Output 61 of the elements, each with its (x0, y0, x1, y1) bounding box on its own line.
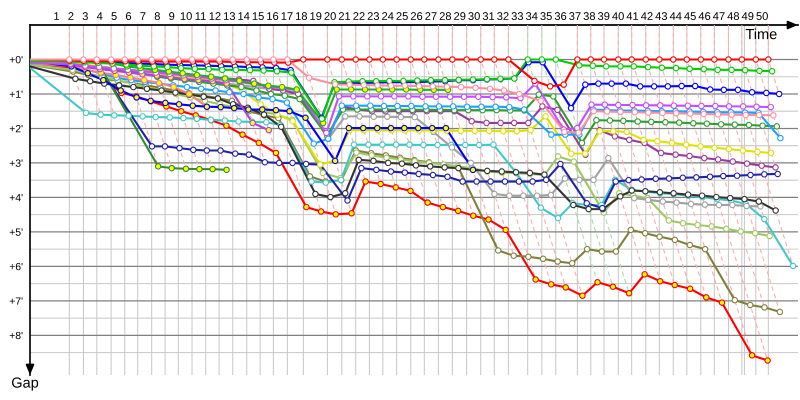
x-tick-label: 13 (224, 12, 235, 20)
y-tick-label: +1' (10, 90, 23, 98)
x-tick-label: 9 (169, 12, 174, 20)
x-tick-label: 17 (282, 12, 293, 20)
x-tick-label: 8 (154, 12, 160, 20)
y-tick-label: +4' (10, 194, 23, 202)
y-tick-label: +6' (10, 262, 23, 270)
x-tick-label: 38 (584, 12, 596, 20)
x-tick-label: 37 (569, 12, 581, 20)
x-tick-label: 45 (684, 12, 696, 20)
x-tick-label: 44 (670, 12, 682, 20)
y-tick-label: +5' (10, 228, 23, 236)
x-tick-label: 23 (368, 12, 380, 20)
x-tick-label: 41 (626, 12, 638, 20)
x-tick-label: 21 (338, 12, 350, 20)
x-tick-label: 4 (96, 12, 102, 20)
x-tick-label: 39 (598, 12, 610, 20)
x-tick-label: 24 (382, 12, 394, 20)
y-axis-title: Gap (12, 377, 38, 391)
x-tick-label: 5 (111, 12, 117, 20)
x-tick-label: 43 (655, 12, 668, 20)
x-tick-label: 20 (324, 12, 336, 20)
x-tick-label: 25 (396, 12, 408, 20)
x-tick-label: 18 (296, 12, 308, 20)
x-tick-label: 49 (742, 12, 754, 20)
y-tick-label: +3' (10, 159, 23, 167)
x-tick-label: 12 (210, 12, 221, 20)
x-tick-label: 50 (756, 12, 768, 20)
y-tick-label: +7' (10, 297, 23, 305)
x-tick-label: 14 (238, 12, 250, 20)
x-tick-label: 16 (267, 12, 278, 20)
x-tick-label: 30 (468, 12, 480, 20)
x-tick-label: 19 (310, 12, 322, 20)
x-tick-label: 1 (54, 12, 60, 20)
x-tick-label: 6 (126, 12, 132, 20)
y-tick-label: +0' (10, 56, 23, 64)
x-tick-label: 32 (497, 12, 509, 20)
x-tick-label: 26 (410, 12, 422, 20)
x-tick-label: 15 (252, 12, 264, 20)
x-tick-label: 28 (440, 12, 452, 20)
x-tick-label: 40 (612, 12, 624, 20)
x-tick-label: 46 (698, 12, 710, 20)
x-tick-label: 7 (140, 12, 146, 20)
x-tick-label: 29 (454, 12, 466, 20)
x-tick-label: 36 (554, 12, 566, 20)
x-tick-label: 27 (425, 12, 437, 20)
x-tick-label: 34 (526, 12, 538, 20)
x-tick-label: 35 (540, 12, 552, 20)
x-tick-label: 47 (713, 12, 725, 20)
x-tick-label: 42 (641, 12, 653, 20)
y-tick-label: +2' (10, 124, 23, 132)
x-tick-label: 10 (180, 12, 192, 20)
x-tick-label: 22 (353, 12, 365, 20)
x-tick-label: 11 (196, 12, 206, 20)
x-tick-label: 31 (482, 12, 494, 20)
x-tick-label: 48 (727, 12, 740, 20)
y-tick-label: +8' (10, 332, 23, 340)
x-tick-label: 3 (82, 12, 88, 20)
x-tick-label: 2 (68, 12, 74, 20)
x-tick-label: 33 (512, 12, 524, 20)
x-axis-title: Time (746, 28, 777, 40)
